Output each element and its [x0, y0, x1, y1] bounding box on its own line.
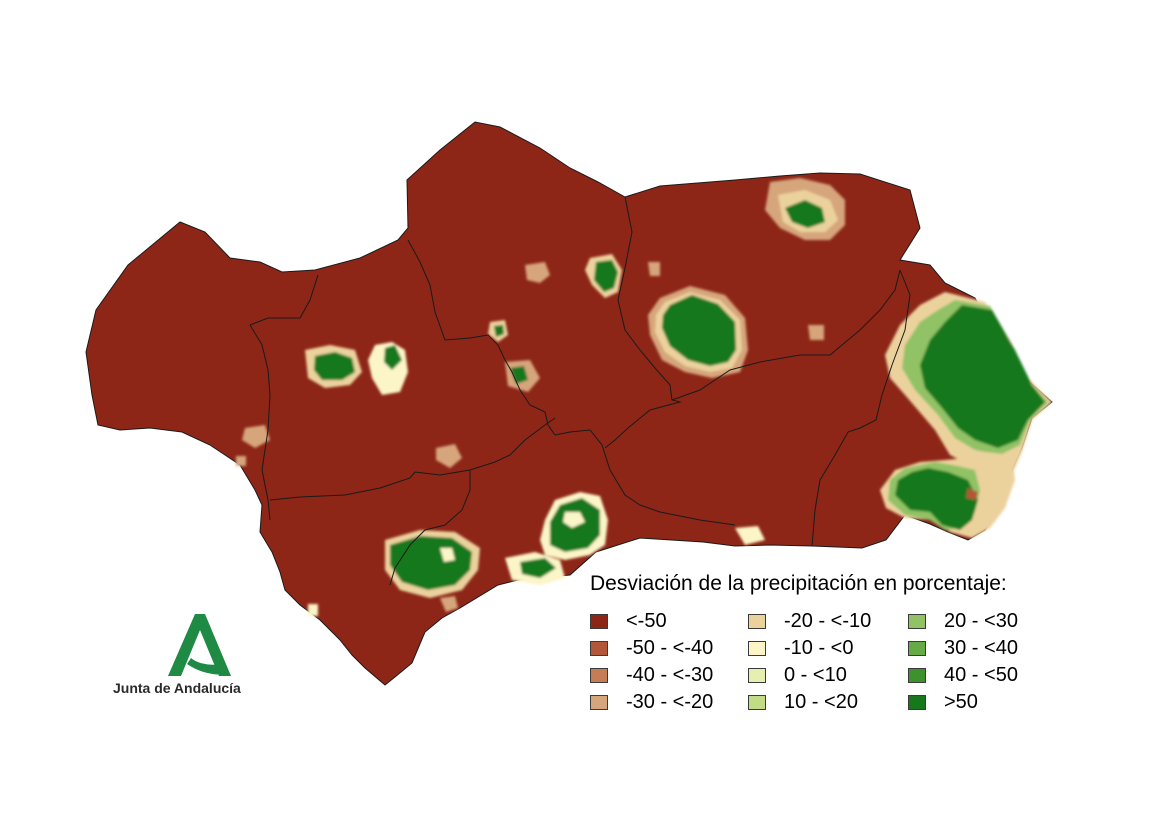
legend-swatch [590, 694, 608, 710]
legend-item: 0 - <10 [748, 663, 847, 687]
legend-swatch [590, 667, 608, 683]
legend-item: 10 - <20 [748, 690, 858, 714]
legend-title: Desviación de la precipitación en porcen… [590, 572, 1007, 595]
legend-label: 20 - <30 [944, 609, 1018, 632]
legend-label: 10 - <20 [784, 690, 858, 713]
brand-name: Junta de Andalucía [113, 680, 241, 696]
legend-label: 0 - <10 [784, 663, 847, 686]
junta-de-andalucia-logo: Junta de Andalucía [113, 612, 258, 702]
legend-item: -30 - <-20 [590, 690, 713, 714]
legend-label: <-50 [626, 609, 667, 632]
legend-label: -20 - <-10 [784, 609, 872, 632]
legend-item: 20 - <30 [908, 609, 1018, 633]
legend-label: 30 - <40 [944, 636, 1018, 659]
legend-swatch [590, 613, 608, 629]
legend-label: -50 - <-40 [626, 636, 714, 659]
anomaly-patches [236, 178, 1052, 616]
legend-item: >50 [908, 690, 978, 714]
legend-item: -50 - <-40 [590, 636, 713, 660]
legend: Desviación de la precipitación en porcen… [590, 572, 1060, 722]
legend-swatch [748, 613, 766, 629]
legend-item: -40 - <-30 [590, 663, 713, 687]
legend-label: -30 - <-20 [626, 690, 714, 713]
legend-swatch [908, 694, 926, 710]
legend-swatch [748, 694, 766, 710]
legend-label: -40 - <-30 [626, 663, 714, 686]
legend-item: -10 - <0 [748, 636, 853, 660]
legend-swatch [748, 667, 766, 683]
legend-item: 30 - <40 [908, 636, 1018, 660]
legend-swatch [908, 613, 926, 629]
andalucia-a-icon [168, 614, 231, 676]
legend-item: <-50 [590, 609, 667, 633]
legend-label: -10 - <0 [784, 636, 854, 659]
legend-swatch [590, 640, 608, 656]
legend-label: >50 [944, 690, 978, 713]
legend-swatch [908, 640, 926, 656]
legend-item: 40 - <50 [908, 663, 1018, 687]
legend-label: 40 - <50 [944, 663, 1018, 686]
legend-swatch [748, 640, 766, 656]
province-borders [249, 196, 911, 586]
legend-item: -20 - <-10 [748, 609, 871, 633]
legend-swatch [908, 667, 926, 683]
